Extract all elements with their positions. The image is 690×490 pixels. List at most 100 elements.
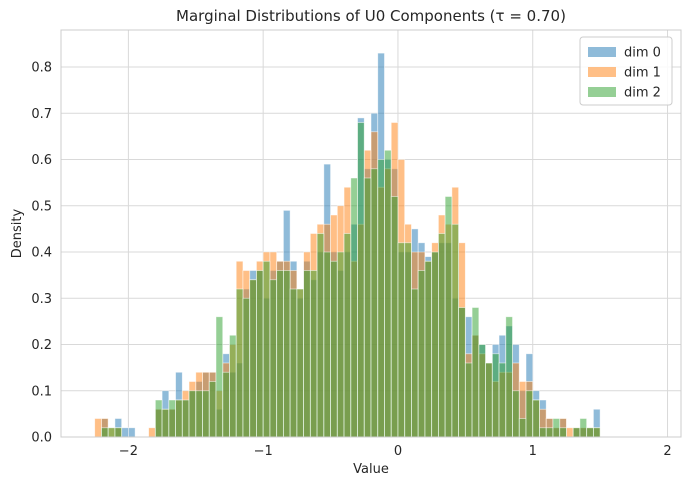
x-tick-label: 0 (394, 444, 402, 459)
histogram-bar (330, 260, 338, 438)
legend-label: dim 1 (624, 66, 661, 81)
histogram-bar (282, 270, 291, 438)
histogram-bar (222, 371, 230, 438)
histogram-bar (249, 279, 257, 438)
x-tick-label: −2 (119, 444, 138, 459)
histogram-bar (256, 270, 264, 438)
histogram-bar (148, 427, 156, 438)
histogram-bar (336, 251, 345, 438)
histogram-bar (431, 251, 439, 438)
histogram-bar (289, 288, 298, 438)
histogram-bar (296, 288, 305, 438)
histogram-bar (417, 270, 426, 438)
legend-label: dim 2 (624, 86, 661, 101)
histogram-bar (262, 260, 271, 438)
histogram-bar (390, 196, 399, 438)
histogram-bar (350, 177, 358, 438)
histogram-bar (175, 399, 183, 438)
x-axis-label: Value (353, 462, 389, 477)
histogram-bar (471, 307, 480, 438)
histogram-bar (94, 418, 102, 438)
histogram-bar (498, 362, 507, 438)
histogram-bar (323, 251, 331, 438)
histogram-bar (552, 418, 561, 438)
histogram-bar (411, 288, 419, 438)
histogram-bar (525, 390, 534, 438)
x-tick-label: −1 (254, 444, 273, 459)
histogram-bar (101, 427, 109, 438)
histogram-bar (215, 316, 224, 438)
histogram-bar (444, 196, 453, 438)
histogram-bar (586, 427, 594, 438)
histogram-bar (505, 316, 513, 438)
y-tick-label: 0.4 (31, 246, 52, 261)
histogram-bar (566, 427, 574, 438)
histogram-bar (181, 399, 190, 438)
histogram-bar (512, 390, 520, 438)
histogram-bar (202, 390, 210, 438)
histogram-bar (491, 353, 500, 438)
histogram-bar (242, 297, 251, 438)
histogram-bar (127, 427, 136, 438)
bars (94, 52, 601, 438)
histogram-bar (592, 427, 601, 438)
histogram-bar (532, 399, 540, 438)
histogram-bar (545, 427, 554, 438)
histogram-bar (437, 233, 446, 438)
histogram-bar (478, 344, 486, 438)
histogram-bar (235, 288, 244, 438)
x-tick-label: 1 (529, 444, 537, 459)
y-axis-label: Density (10, 208, 25, 258)
histogram-bar (363, 177, 372, 438)
y-tick-label: 0.5 (31, 199, 52, 214)
histogram-bar (154, 399, 163, 438)
y-tick-label: 0.0 (31, 431, 52, 446)
histogram-bar (384, 149, 392, 438)
y-tick-label: 0.1 (31, 384, 52, 399)
histogram-bar (458, 307, 466, 438)
legend-swatch (588, 67, 616, 77)
histogram-bar (276, 270, 284, 438)
legend-label: dim 0 (624, 46, 661, 61)
histogram-bar (309, 270, 318, 438)
y-tick-label: 0.7 (31, 107, 52, 122)
x-tick-label: 2 (663, 444, 671, 459)
y-tick-label: 0.8 (31, 61, 52, 76)
histogram-bar (424, 260, 433, 438)
histogram-bar (377, 159, 385, 438)
y-tick-label: 0.6 (31, 153, 52, 168)
histogram-bar (195, 390, 203, 438)
histogram-bar (208, 381, 217, 438)
histogram-bar (518, 418, 527, 438)
chart-title: Marginal Distributions of U0 Components … (176, 7, 566, 25)
histogram-bar (451, 223, 460, 438)
histogram-bar (168, 399, 176, 438)
legend-swatch (588, 47, 616, 57)
histogram-bar (404, 242, 412, 438)
histogram-bar (357, 122, 365, 438)
histogram-bar (188, 390, 197, 438)
y-tick-label: 0.3 (31, 292, 52, 307)
histogram-bar (539, 427, 547, 438)
histogram-bar (572, 427, 581, 438)
histogram-bar (397, 242, 406, 438)
histogram-bar (269, 279, 278, 438)
legend-swatch (588, 87, 616, 97)
tick-labels: −2 −1 0 1 2 0.0 0.1 0.2 0.3 0.4 0.5 0.6 0.7 0.8 (31, 61, 671, 460)
histogram-bar (114, 427, 123, 438)
histogram-bar (303, 270, 311, 438)
histogram-bar (161, 408, 170, 438)
plot-frame (60, 29, 682, 438)
histogram-bar (559, 427, 567, 438)
histogram-bar (579, 418, 588, 438)
histogram-bar (121, 427, 129, 438)
histogram-bar (107, 427, 116, 438)
histogram-bar (343, 233, 352, 438)
legend: dim 0 dim 1 dim 2 (579, 36, 673, 106)
histogram-bar (464, 362, 473, 438)
histogram-bar (370, 168, 379, 438)
histogram-bar (485, 362, 493, 438)
y-tick-label: 0.2 (31, 338, 52, 353)
series-2 (101, 122, 601, 438)
